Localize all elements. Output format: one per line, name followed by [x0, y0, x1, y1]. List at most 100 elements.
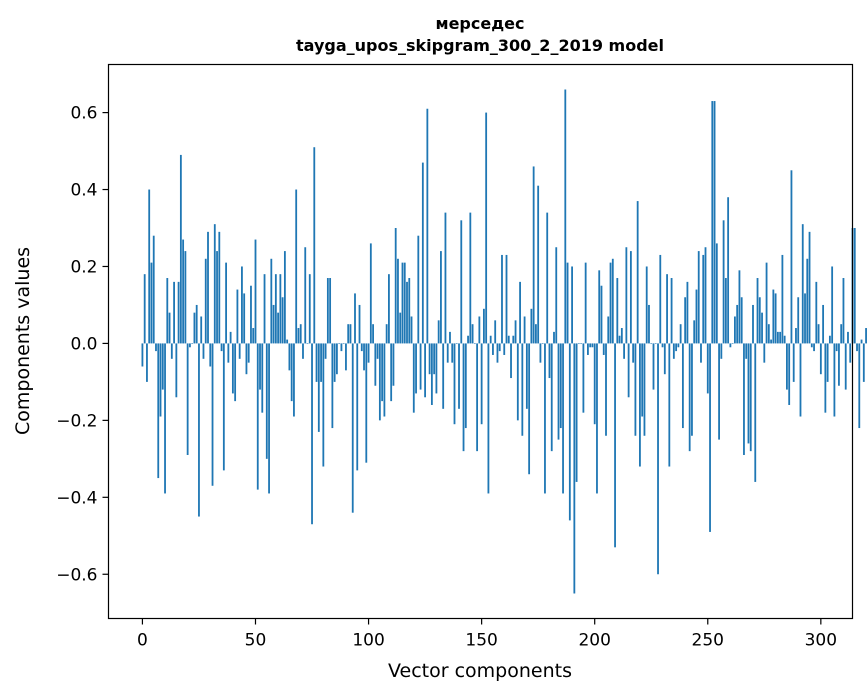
bar-71 — [302, 343, 304, 359]
bar-113 — [397, 258, 399, 344]
bar-279 — [772, 289, 775, 344]
bar-52 — [259, 343, 261, 390]
bar-283 — [781, 254, 784, 344]
x-axis-label: Vector components — [388, 660, 572, 682]
bar-216 — [629, 251, 632, 344]
bar-144 — [467, 335, 469, 344]
x-tick-label: 150 — [465, 631, 497, 651]
bar-25 — [198, 343, 200, 517]
bar-75 — [311, 343, 313, 525]
bar-118 — [408, 278, 411, 344]
bar-195 — [582, 343, 585, 413]
bar-79 — [320, 343, 322, 382]
bar-294 — [806, 258, 809, 344]
bar-112 — [394, 228, 397, 344]
bar-242 — [688, 343, 691, 452]
bar-12 — [168, 312, 171, 344]
bar-44 — [241, 266, 243, 344]
bar-156 — [494, 320, 497, 344]
bar-123 — [419, 343, 422, 390]
bar-250 — [706, 343, 709, 394]
bar-197 — [587, 343, 589, 355]
bar-239 — [681, 343, 684, 429]
bar-59 — [274, 274, 277, 344]
bar-223 — [645, 266, 648, 344]
bar-240 — [684, 297, 687, 344]
bar-306 — [833, 343, 836, 417]
bar-270 — [752, 304, 754, 344]
bar-117 — [406, 281, 408, 344]
bar-26 — [200, 316, 203, 344]
bar-82 — [326, 278, 329, 344]
bar-121 — [415, 343, 417, 394]
bar-206 — [607, 316, 610, 344]
bar-313 — [849, 343, 852, 363]
bar-285 — [786, 343, 788, 390]
bar-248 — [702, 254, 705, 344]
bar-23 — [193, 312, 196, 344]
bar-267 — [745, 343, 748, 359]
bar-261 — [731, 343, 734, 345]
bar-103 — [374, 343, 377, 386]
bar-8 — [159, 343, 162, 417]
bar-278 — [770, 339, 772, 344]
bar-83 — [329, 278, 332, 344]
bar-281 — [776, 331, 779, 344]
bar-200 — [593, 343, 596, 425]
bar-190 — [571, 266, 573, 344]
bar-275 — [763, 343, 766, 363]
x-tick-label: 100 — [352, 631, 384, 651]
bar-280 — [774, 293, 777, 344]
bar-89 — [342, 343, 345, 345]
bar-6 — [155, 343, 157, 352]
bar-229 — [659, 254, 662, 344]
bar-41 — [234, 343, 237, 402]
bar-104 — [376, 343, 379, 359]
bar-140 — [458, 343, 460, 409]
bar-127 — [428, 343, 431, 375]
bar-36 — [222, 343, 225, 471]
bar-252 — [711, 101, 714, 344]
bar-30 — [209, 343, 212, 367]
bar-115 — [401, 262, 404, 344]
bar-288 — [792, 343, 795, 382]
bar-231 — [663, 343, 666, 375]
bar-226 — [652, 343, 655, 390]
bar-92 — [349, 324, 352, 344]
bar-37 — [225, 262, 227, 344]
y-tick-label: 0.4 — [70, 181, 97, 201]
x-tick-label: 300 — [805, 631, 837, 651]
bar-105 — [378, 343, 381, 421]
bar-95 — [356, 343, 359, 471]
bar-207 — [609, 262, 612, 344]
bar-154 — [489, 335, 492, 344]
bar-146 — [471, 324, 474, 344]
bar-198 — [589, 343, 592, 348]
bar-199 — [591, 343, 594, 348]
bar-253 — [713, 101, 716, 344]
bar-46 — [245, 343, 248, 375]
bar-174 — [535, 324, 537, 344]
bar-56 — [268, 343, 270, 494]
bar-180 — [548, 343, 551, 379]
bar-86 — [336, 343, 338, 375]
y-tick-label: −0.2 — [56, 411, 97, 431]
bar-69 — [297, 328, 300, 344]
bar-39 — [229, 331, 232, 344]
bar-3 — [148, 189, 151, 344]
bar-319 — [862, 343, 865, 382]
bar-163 — [510, 343, 512, 379]
bar-213 — [623, 343, 625, 359]
bar-14 — [173, 281, 175, 344]
bar-268 — [747, 343, 750, 444]
bar-217 — [632, 343, 635, 363]
bar-72 — [304, 247, 307, 344]
bar-126 — [426, 108, 429, 344]
bar-176 — [539, 343, 542, 363]
bar-133 — [442, 343, 445, 409]
bar-160 — [503, 343, 506, 355]
bar-311 — [844, 343, 847, 390]
plot-area-frame — [107, 63, 854, 620]
bar-183 — [555, 247, 558, 344]
